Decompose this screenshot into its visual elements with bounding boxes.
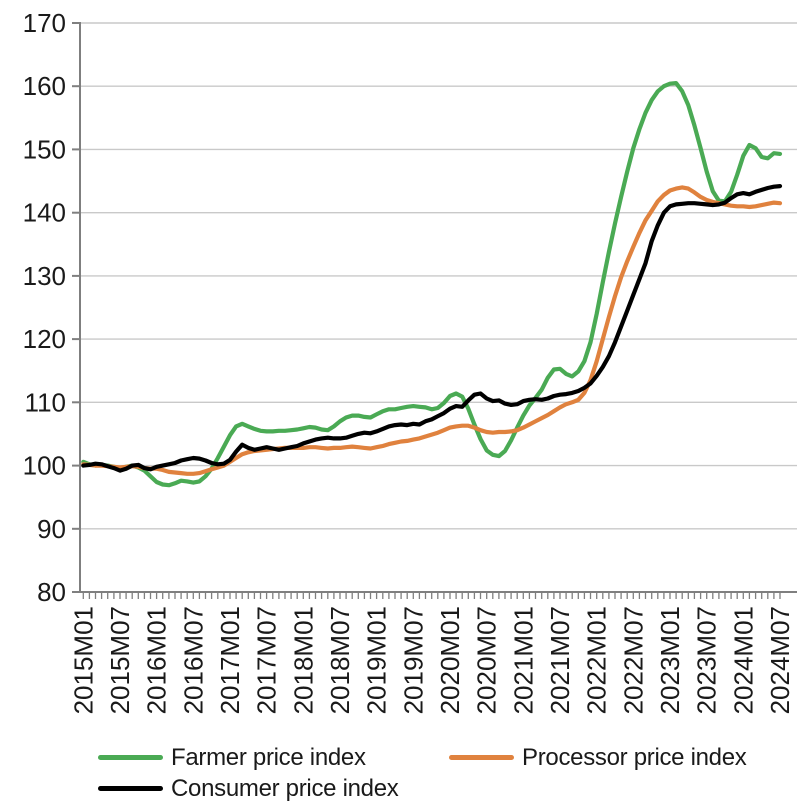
svg-text:2022M01: 2022M01 (582, 606, 612, 714)
svg-text:2023M07: 2023M07 (692, 606, 722, 714)
x-axis-labels: 2015M01 2015M07 2016M01 2016M07 2017M01 2017M… (68, 606, 795, 714)
svg-text:2023M01: 2023M01 (655, 606, 685, 714)
svg-text:160: 160 (23, 71, 66, 101)
svg-text:2016M01: 2016M01 (142, 606, 172, 714)
line-chart-canvas: 80 90 100 110 120 130 140 150 160 170 2015M01 2015M… (23, 8, 797, 714)
x-axis-minor-ticks (82, 592, 781, 599)
farmer-price-index-line (81, 80, 783, 488)
svg-text:2019M01: 2019M01 (362, 606, 392, 714)
svg-text:130: 130 (23, 261, 66, 291)
svg-text:2017M07: 2017M07 (252, 606, 282, 714)
svg-text:150: 150 (23, 134, 66, 164)
svg-text:2016M07: 2016M07 (178, 606, 208, 714)
gridlines (80, 22, 797, 530)
svg-text:2024M07: 2024M07 (765, 606, 795, 714)
svg-text:2022M07: 2022M07 (618, 606, 648, 714)
svg-text:2021M01: 2021M01 (508, 606, 538, 714)
svg-text:2021M07: 2021M07 (545, 606, 575, 714)
svg-text:100: 100 (23, 451, 66, 481)
legend-item-processor: Processor price index (449, 744, 800, 772)
y-axis-labels: 80 90 100 110 120 130 140 150 160 170 (23, 8, 80, 607)
processor-line-swatch (449, 755, 514, 760)
svg-text:2018M01: 2018M01 (288, 606, 318, 714)
svg-text:2020M01: 2020M01 (435, 606, 465, 714)
svg-text:90: 90 (37, 514, 66, 544)
svg-text:170: 170 (23, 8, 66, 38)
legend-label-consumer: Consumer price index (171, 774, 399, 802)
processor-price-index-line (81, 185, 783, 476)
legend-item-consumer: Consumer price index (98, 775, 465, 803)
svg-text:2015M01: 2015M01 (68, 606, 98, 714)
farmer-line-swatch (98, 755, 163, 760)
svg-text:2015M07: 2015M07 (105, 606, 135, 714)
legend-label-farmer: Farmer price index (171, 743, 366, 771)
svg-text:2024M01: 2024M01 (728, 606, 758, 714)
svg-text:120: 120 (23, 324, 66, 354)
svg-text:2020M07: 2020M07 (472, 606, 502, 714)
svg-text:110: 110 (25, 387, 66, 417)
svg-text:80: 80 (37, 577, 66, 607)
legend-item-farmer: Farmer price index (98, 744, 449, 772)
chart-legend: Farmer price index Processor price index… (0, 742, 800, 804)
legend-label-processor: Processor price index (522, 743, 747, 771)
consumer-line-swatch (98, 786, 163, 791)
svg-text:2018M07: 2018M07 (325, 606, 355, 714)
svg-text:2019M07: 2019M07 (398, 606, 428, 714)
legend-row-2: Consumer price index (98, 773, 800, 804)
consumer-price-index-line (81, 184, 783, 473)
legend-row-1: Farmer price index Processor price index (98, 742, 800, 773)
svg-text:2017M01: 2017M01 (215, 606, 245, 714)
svg-text:140: 140 (23, 198, 66, 228)
